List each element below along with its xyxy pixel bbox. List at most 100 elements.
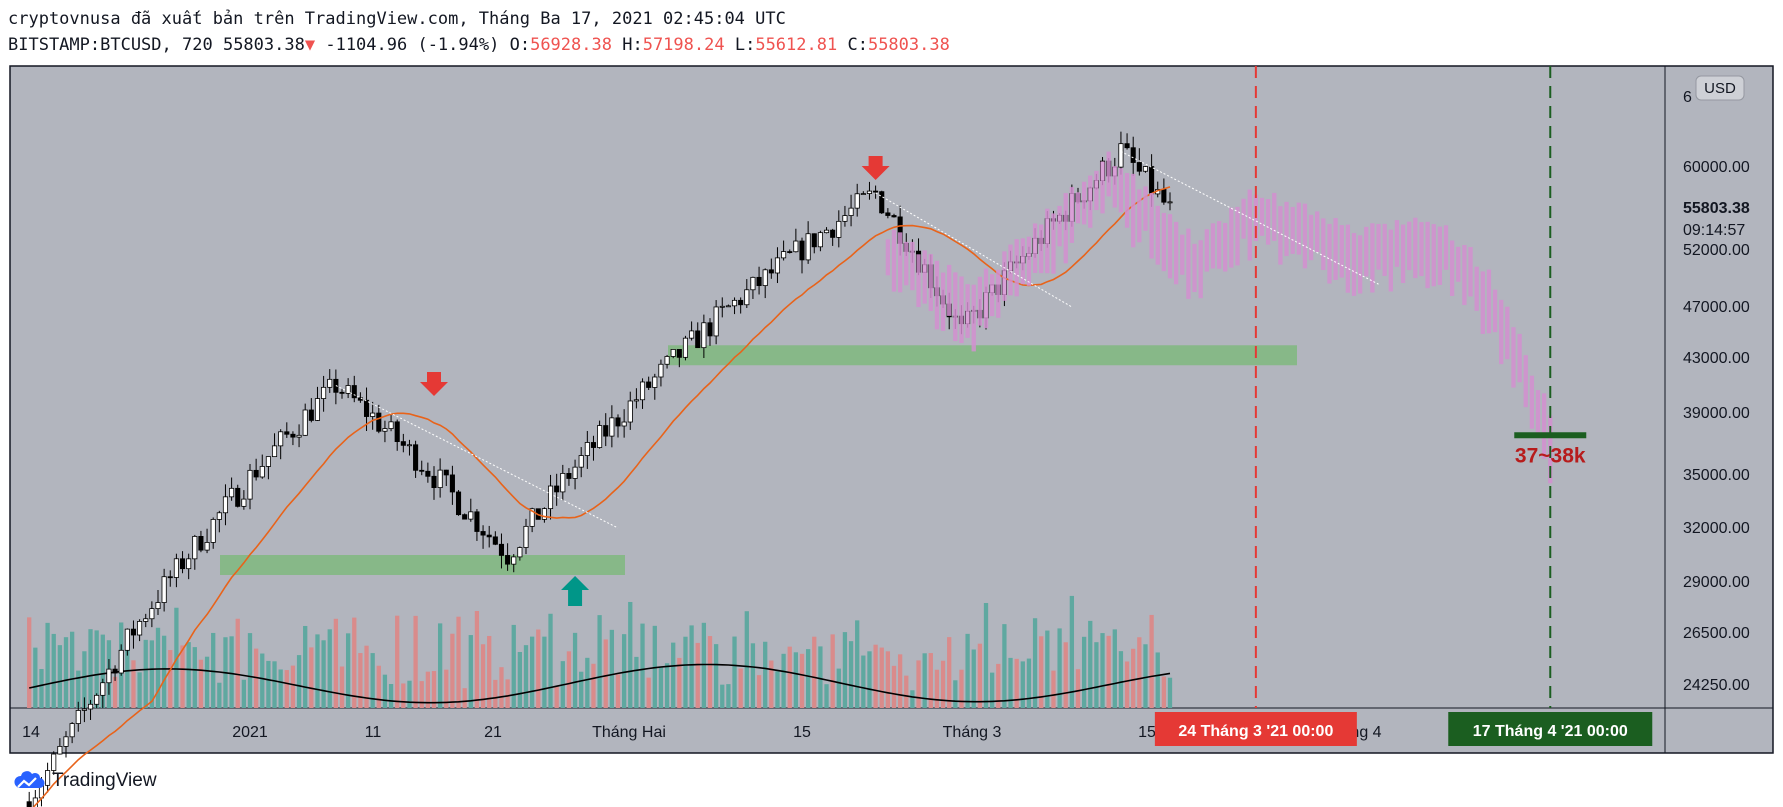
volume-bar xyxy=(1008,657,1013,708)
last-price-label: 55803.38 xyxy=(1683,200,1750,217)
candle xyxy=(658,363,664,378)
candle xyxy=(351,385,357,399)
candle xyxy=(339,391,345,394)
candle xyxy=(259,466,265,478)
volume-bar xyxy=(419,681,424,708)
candle xyxy=(388,421,394,429)
projection-bar xyxy=(965,284,970,338)
candle xyxy=(860,193,866,195)
projection-bar xyxy=(1308,214,1314,261)
plot-area xyxy=(10,66,1665,708)
candle xyxy=(462,514,468,520)
projection-bar xyxy=(1100,161,1105,214)
volume-bar xyxy=(947,637,952,708)
projection-bar xyxy=(989,274,995,317)
high-value: 57198.24 xyxy=(642,35,725,55)
change: -1104.96 (-1.94%) xyxy=(325,35,500,55)
volume-bar xyxy=(934,669,940,708)
projection-bar xyxy=(1223,222,1228,272)
projection-bar xyxy=(1106,151,1111,197)
volume-bar xyxy=(45,622,50,708)
projection-bar xyxy=(1400,224,1406,284)
candle xyxy=(406,444,413,447)
candle xyxy=(229,487,235,498)
volume-bar xyxy=(848,641,854,708)
candle xyxy=(811,233,817,248)
volume-bar xyxy=(775,671,780,708)
time-tick-label: 2021 xyxy=(232,724,268,741)
volume-bar xyxy=(572,632,578,708)
countdown-label: 09:14:57 xyxy=(1683,222,1745,239)
projection-bar xyxy=(1259,197,1265,236)
projection-bar xyxy=(1321,218,1326,271)
projection-bar xyxy=(1437,226,1443,285)
volume-bar xyxy=(1002,624,1007,708)
candle xyxy=(210,519,216,543)
volume-bar xyxy=(517,651,523,708)
volume-bar xyxy=(1088,620,1093,708)
candle xyxy=(149,608,155,620)
projection-bar xyxy=(1088,175,1093,228)
volume-bar xyxy=(597,615,602,708)
candle xyxy=(314,398,321,421)
time-tick-label: 15 xyxy=(793,724,811,741)
volume-bar xyxy=(241,679,247,708)
projection-bar xyxy=(1523,355,1528,408)
volume-bar xyxy=(916,660,921,708)
time-tick-label: 14 xyxy=(22,724,40,741)
candle xyxy=(1167,201,1173,204)
volume-bar xyxy=(468,635,473,708)
candle xyxy=(842,215,848,222)
volume-bar xyxy=(824,684,829,708)
candle xyxy=(768,269,774,274)
candle xyxy=(124,628,130,651)
volume-bar xyxy=(787,646,792,708)
candle xyxy=(621,421,627,427)
volume-bar xyxy=(1057,628,1062,708)
sell-arrow-icon xyxy=(861,156,890,180)
date-tag-red-label: 24 Tháng 3 '21 00:00 xyxy=(1178,723,1333,740)
volume-bar xyxy=(33,647,38,708)
candle xyxy=(866,190,873,194)
candle xyxy=(615,417,621,427)
volume-bar xyxy=(88,629,93,708)
candle xyxy=(713,306,719,337)
volume-bar xyxy=(1124,661,1130,708)
tradingview-brand[interactable]: TradingView xyxy=(12,770,157,792)
candle xyxy=(738,299,744,306)
volume-bar xyxy=(677,657,682,708)
projection-bar xyxy=(1388,229,1393,292)
candle xyxy=(192,536,198,560)
candle xyxy=(376,412,382,432)
volume-bar xyxy=(1063,642,1068,708)
candle xyxy=(474,511,480,532)
volume-bar xyxy=(671,642,676,708)
candle xyxy=(836,220,842,238)
candle xyxy=(879,191,885,214)
volume-bar xyxy=(799,653,805,708)
volume-bar xyxy=(910,690,915,708)
time-tick-label: 11 xyxy=(365,724,382,741)
projection-bar xyxy=(1413,217,1418,279)
time-tick-label: ng 4 xyxy=(1350,724,1381,741)
support-zone xyxy=(220,555,625,575)
projection-bar xyxy=(1081,181,1087,225)
price-tick-label: 43000.00 xyxy=(1683,350,1750,367)
volume-bar xyxy=(609,629,615,708)
volume-bar xyxy=(953,680,958,708)
volume-bar xyxy=(1032,618,1038,708)
volume-bar xyxy=(327,629,332,708)
high-label: H: xyxy=(622,35,643,55)
price-tick-label: 47000.00 xyxy=(1683,299,1750,316)
projection-bar xyxy=(1505,306,1510,360)
candle xyxy=(823,229,830,234)
candle xyxy=(382,428,388,432)
target-label: 37~38k xyxy=(1515,444,1586,467)
candle xyxy=(51,753,57,771)
volume-bar xyxy=(1106,635,1111,708)
projection-bar xyxy=(904,241,909,286)
volume-bar xyxy=(333,618,339,708)
candle xyxy=(69,723,75,738)
projection-bar xyxy=(1517,333,1522,383)
